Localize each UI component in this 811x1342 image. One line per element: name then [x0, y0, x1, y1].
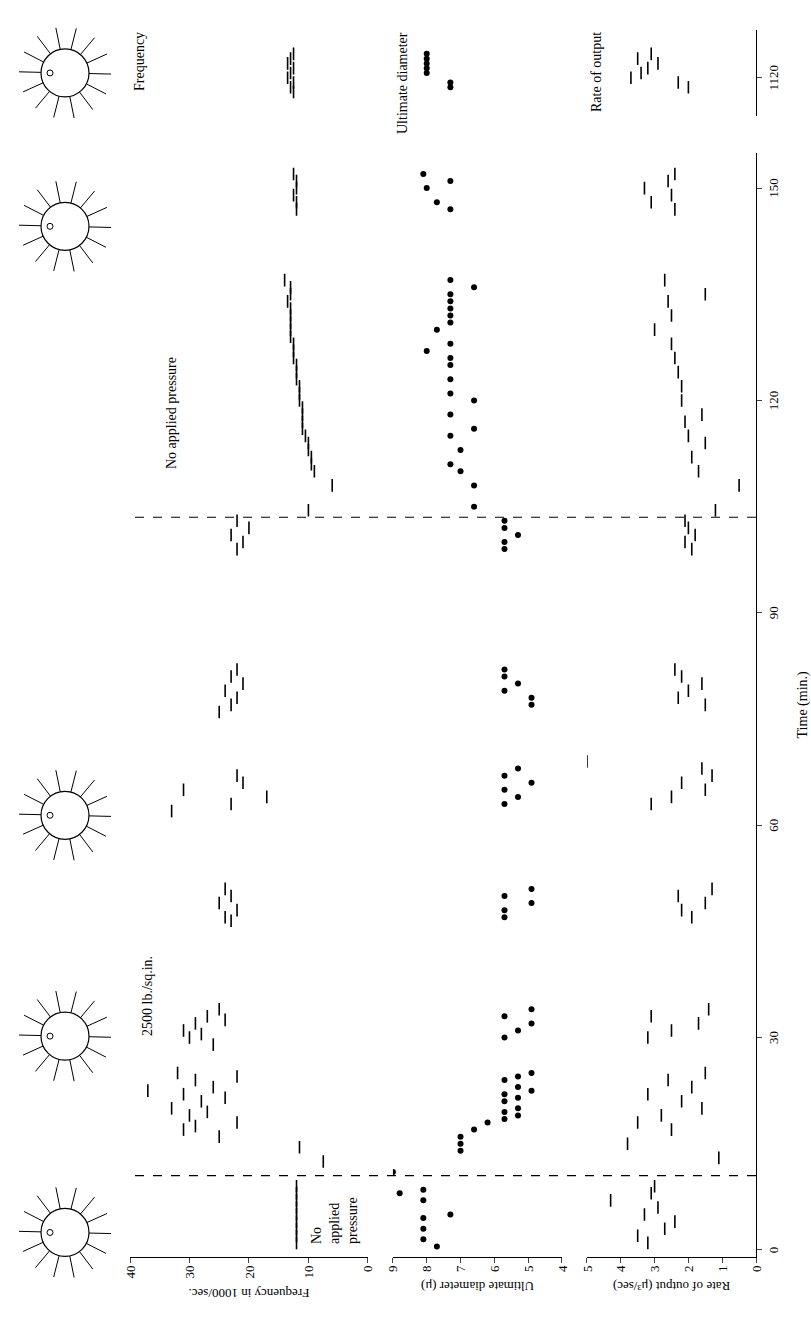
svg-text:20: 20	[241, 1266, 256, 1279]
svg-text:2: 2	[681, 1266, 696, 1273]
svg-text:120: 120	[766, 391, 781, 411]
svg-text:30: 30	[182, 1266, 197, 1279]
svg-text:Rate of output (μ³/sec): Rate of output (μ³/sec)	[613, 1279, 730, 1294]
svg-text:Time (min.): Time (min.)	[795, 671, 811, 738]
svg-text:4: 4	[613, 1265, 628, 1272]
svg-text:60: 60	[766, 819, 781, 832]
svg-text:0: 0	[360, 1266, 375, 1273]
svg-text:5: 5	[521, 1266, 536, 1273]
svg-text:4: 4	[554, 1265, 569, 1272]
svg-text:Frequency in 1000/sec.: Frequency in 1000/sec.	[188, 1286, 309, 1301]
svg-text:150: 150	[766, 178, 781, 198]
svg-text:2500 lb./sq.in.: 2500 lb./sq.in.	[140, 956, 155, 1036]
svg-text:5: 5	[580, 1266, 595, 1273]
svg-text:0: 0	[766, 1247, 781, 1254]
svg-text:1120: 1120	[766, 65, 781, 91]
svg-text:No applied pressure: No applied pressure	[164, 357, 179, 469]
svg-text:Rate of output: Rate of output	[589, 32, 604, 112]
svg-text:90: 90	[766, 606, 781, 619]
svg-text:9: 9	[385, 1266, 400, 1273]
svg-text:3: 3	[647, 1266, 662, 1273]
svg-text:8: 8	[419, 1266, 434, 1273]
svg-text:6: 6	[487, 1265, 502, 1272]
svg-text:Ultimate diameter: Ultimate diameter	[395, 32, 410, 134]
svg-text:7: 7	[453, 1265, 468, 1272]
svg-text:10: 10	[301, 1266, 316, 1279]
svg-text:Ultimate diameter (μ): Ultimate diameter (μ)	[421, 1279, 534, 1294]
svg-text:1: 1	[715, 1266, 730, 1273]
svg-text:Frequency: Frequency	[132, 32, 147, 91]
svg-text:30: 30	[766, 1031, 781, 1044]
svg-text:0: 0	[749, 1266, 764, 1273]
svg-text:Noappliedpressure: Noappliedpressure	[309, 1197, 360, 1244]
svg-text:40: 40	[123, 1266, 138, 1279]
